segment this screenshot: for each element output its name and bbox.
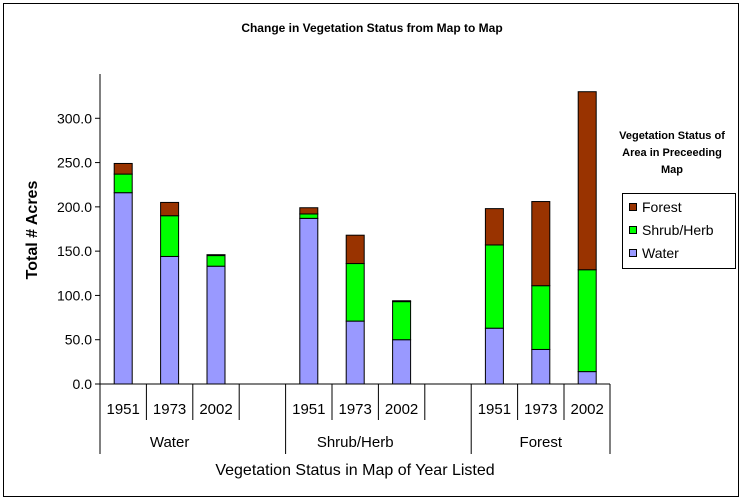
- bar-forest-1973: [345, 234, 365, 265]
- bar-shrub-herb-1951: [484, 244, 504, 329]
- bar-water-1973: [531, 348, 551, 385]
- y-tick-label: 50.0: [65, 332, 92, 348]
- x-category-label: 1951: [107, 401, 140, 418]
- bar-water-2002: [392, 339, 412, 385]
- bar-shrub-herb-1973: [531, 285, 551, 350]
- legend-label-shrub-herb: Shrub/Herb: [642, 222, 714, 238]
- bar-water-1951: [113, 192, 133, 385]
- bar-forest-1951: [484, 208, 504, 246]
- x-category-label: 1973: [339, 401, 372, 418]
- x-category-label: 1951: [478, 401, 511, 418]
- y-axis-label: Total # Acres: [24, 181, 41, 280]
- x-category-label: 2002: [385, 401, 418, 418]
- bar-forest-1973: [531, 201, 551, 287]
- x-group-label: Water: [150, 434, 189, 451]
- bar-forest-1951: [299, 207, 319, 215]
- chart-title: Change in Vegetation Status from Map to …: [241, 21, 502, 35]
- bar-shrub-herb-1973: [160, 215, 180, 257]
- bar-forest-1951: [113, 162, 133, 175]
- x-category-label: 2002: [571, 401, 604, 418]
- legend-label-water: Water: [642, 245, 679, 261]
- x-category-label: 1951: [292, 401, 325, 418]
- bar-water-1951: [299, 217, 319, 385]
- y-tick-label: 250.0: [57, 155, 92, 171]
- bar-shrub-herb-2002: [577, 269, 597, 373]
- bar-water-1973: [345, 320, 365, 385]
- bar-forest-2002: [577, 91, 597, 271]
- bar-forest-2002: [392, 300, 412, 303]
- x-category-label: 2002: [199, 401, 232, 418]
- bar-shrub-herb-2002: [206, 255, 226, 267]
- x-axis-label: Vegetation Status in Map of Year Listed: [215, 462, 494, 479]
- legend-title: Vegetation Status of Area in Preceeding …: [619, 130, 725, 176]
- bar-water-1973: [160, 255, 180, 385]
- bar-water-2002: [206, 265, 226, 385]
- bar-forest-2002: [206, 254, 226, 257]
- y-tick-label: 300.0: [57, 110, 92, 126]
- x-group-label: Forest: [520, 434, 563, 451]
- legend-swatch-shrub-herb: [629, 226, 637, 234]
- x-category-label: 1973: [524, 401, 557, 418]
- x-category-label: 1973: [153, 401, 186, 418]
- legend-label-forest: Forest: [642, 199, 682, 215]
- x-group-label: Shrub/Herb: [317, 434, 394, 451]
- bar-shrub-herb-2002: [392, 301, 412, 341]
- y-tick-label: 100.0: [57, 287, 92, 303]
- bar-shrub-herb-1973: [345, 263, 365, 322]
- y-tick-label: 0.0: [73, 376, 93, 392]
- legend: Forest Shrub/Herb Water: [622, 193, 736, 269]
- y-tick-label: 150.0: [57, 243, 92, 259]
- bar-shrub-herb-1951: [113, 173, 133, 194]
- legend-swatch-water: [629, 249, 637, 257]
- y-tick-label: 200.0: [57, 199, 92, 215]
- bar-water-2002: [577, 371, 597, 385]
- legend-swatch-forest: [629, 203, 637, 211]
- bar-shrub-herb-1951: [299, 213, 319, 219]
- bar-forest-1973: [160, 201, 180, 217]
- bar-water-1951: [484, 327, 504, 385]
